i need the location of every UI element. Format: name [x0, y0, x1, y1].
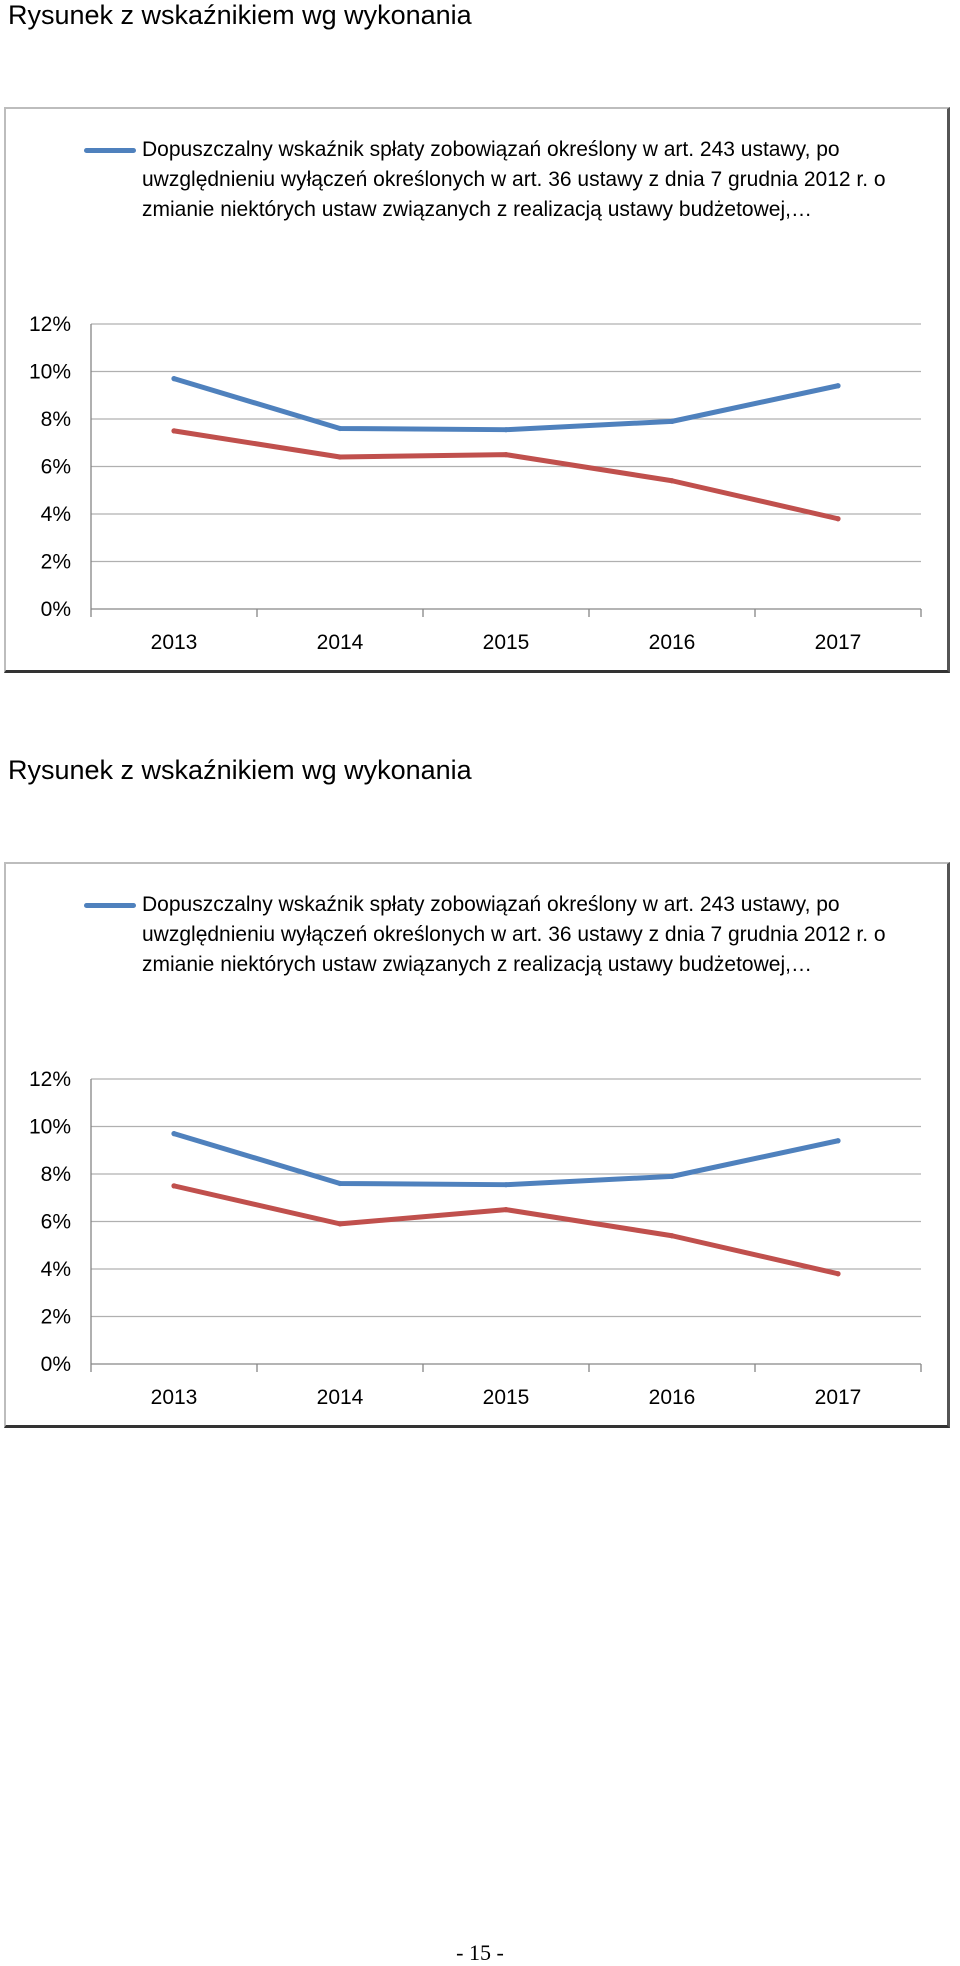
data-point	[835, 1138, 841, 1144]
y-tick-label: 10%	[29, 361, 71, 384]
data-point	[503, 1182, 509, 1188]
chart-frame: Dopuszczalny wskaźnik spłaty zobowiązań …	[4, 862, 950, 1428]
y-tick-label: 2%	[41, 551, 71, 574]
data-point	[171, 376, 177, 382]
legend-line-swatch	[84, 148, 136, 153]
data-point	[337, 1180, 343, 1187]
data-point	[171, 428, 177, 434]
x-tick-label: 2015	[483, 631, 530, 654]
legend-label: Dopuszczalny wskaźnik spłaty zobowiązań …	[142, 893, 886, 976]
data-point	[503, 427, 509, 433]
x-tick-label: 2013	[151, 631, 198, 654]
line-chart-plot: 0% 2% 4% 6% 8% 10% 12% 2013 2014 2015 2016 2017	[29, 313, 922, 654]
x-tick-label: 2016	[649, 631, 696, 654]
data-point	[669, 1233, 675, 1239]
y-tick-label: 12%	[29, 313, 71, 336]
y-tick-label: 0%	[41, 598, 71, 621]
y-tick-label: 8%	[41, 408, 71, 431]
series-line-2	[171, 1183, 841, 1277]
x-tick-label: 2016	[649, 1386, 696, 1409]
x-tick-label: 2013	[151, 1386, 198, 1409]
chart-heading: Rysunek z wskaźnikiem wg wykonania	[8, 0, 472, 30]
x-tick-label: 2014	[317, 1386, 364, 1409]
data-point	[669, 418, 675, 424]
series-line-2	[171, 428, 841, 522]
data-point	[669, 478, 675, 484]
data-point	[835, 1271, 841, 1277]
data-point	[337, 425, 343, 432]
y-tick-label: 4%	[41, 1258, 71, 1281]
legend-label: Dopuszczalny wskaźnik spłaty zobowiązań …	[142, 138, 886, 221]
y-tick-label: 2%	[41, 1306, 71, 1329]
x-tick-label: 2017	[815, 1386, 862, 1409]
data-point	[669, 1173, 675, 1179]
y-tick-label: 12%	[29, 1068, 71, 1091]
data-point	[171, 1131, 177, 1137]
x-tick-label: 2015	[483, 1386, 530, 1409]
data-point	[337, 1221, 343, 1227]
series-line-1	[171, 1131, 841, 1188]
data-point	[503, 1207, 509, 1213]
data-point	[503, 452, 509, 458]
legend-line-swatch	[84, 903, 136, 908]
y-tick-label: 8%	[41, 1163, 71, 1186]
y-tick-label: 6%	[41, 456, 71, 479]
y-tick-label: 6%	[41, 1211, 71, 1234]
line-chart-plot: 0% 2% 4% 6% 8% 10% 12% 2013 2014 2015 2016 2017	[29, 1068, 922, 1409]
data-point	[337, 454, 343, 460]
page-number: - 15 -	[456, 1940, 504, 1965]
series-line-1	[171, 376, 841, 433]
data-point	[171, 1183, 177, 1189]
y-tick-label: 0%	[41, 1353, 71, 1376]
y-tick-label: 4%	[41, 503, 71, 526]
chart-frame: Dopuszczalny wskaźnik spłaty zobowiązań …	[4, 107, 950, 673]
chart-heading: Rysunek z wskaźnikiem wg wykonania	[8, 755, 472, 785]
x-tick-label: 2017	[815, 631, 862, 654]
x-tick-label: 2014	[317, 631, 364, 654]
y-tick-label: 10%	[29, 1116, 71, 1139]
data-point	[835, 383, 841, 389]
data-point	[835, 516, 841, 522]
